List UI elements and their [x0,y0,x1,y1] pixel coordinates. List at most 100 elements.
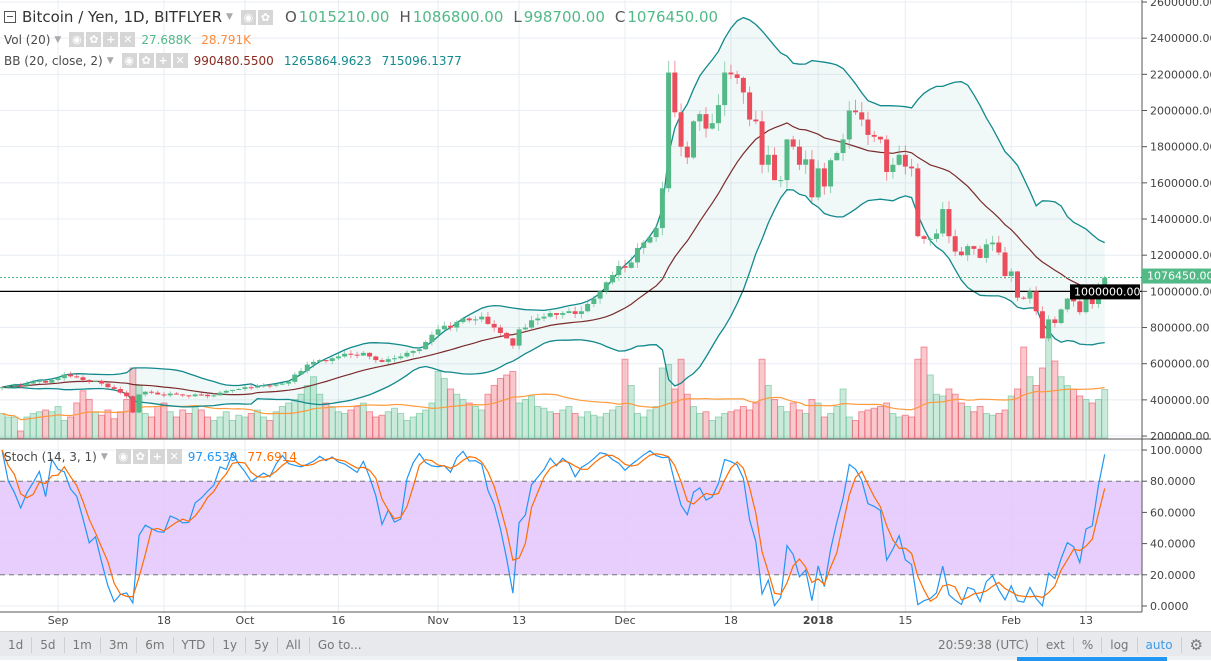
candle-body[interactable] [304,364,310,371]
auto-toggle[interactable]: auto [1138,636,1182,653]
candle-body[interactable] [497,327,503,333]
candle-body[interactable] [130,396,136,413]
candle-body[interactable] [934,233,939,239]
candle-body[interactable] [472,319,478,321]
candle-body[interactable] [105,383,111,388]
candle-body[interactable] [1058,309,1064,324]
candle-body[interactable] [485,316,491,324]
candle-body[interactable] [828,160,834,187]
candle-body[interactable] [416,349,422,352]
range-1m[interactable]: 1m [65,636,101,653]
candle-body[interactable] [242,387,248,390]
candle-body[interactable] [678,112,684,147]
candle-body[interactable] [342,353,348,357]
candle-body[interactable] [728,72,734,75]
candle-body[interactable] [996,242,1002,253]
candle-body[interactable] [391,358,397,360]
candle-body[interactable] [74,376,80,378]
candle-body[interactable] [354,354,360,356]
candle-body[interactable] [254,386,260,388]
candle-body[interactable] [647,237,653,243]
price-axis[interactable] [1141,0,1211,612]
candle-body[interactable] [379,360,385,362]
candle-body[interactable] [1102,277,1108,289]
candle-body[interactable] [261,385,267,387]
candle-body[interactable] [927,238,933,240]
chevron-down-icon[interactable]: ▼ [54,34,62,45]
stochastic-pane[interactable] [0,449,1142,608]
candle-body[interactable] [335,356,341,359]
candle-body[interactable] [684,146,690,158]
candle-body[interactable] [448,325,454,328]
candle-body[interactable] [311,361,316,365]
range-1d[interactable]: 1d [0,636,33,653]
candle-body[interactable] [217,392,223,396]
candle-body[interactable] [1008,271,1014,276]
candle-body[interactable] [68,374,74,377]
candle-body[interactable] [429,334,435,342]
candle-body[interactable] [809,159,815,198]
candle-body[interactable] [279,383,285,385]
candle-body[interactable] [236,389,242,391]
candle-body[interactable] [435,329,441,335]
candle-body[interactable] [597,291,603,299]
candle-body[interactable] [11,385,17,387]
candle-body[interactable] [360,352,366,356]
candle-body[interactable] [510,338,516,346]
candle-body[interactable] [1014,271,1020,298]
candle-body[interactable] [940,209,946,234]
candle-body[interactable] [697,114,703,122]
candle-body[interactable] [709,123,715,129]
candle-body[interactable] [292,374,298,382]
candle-body[interactable] [846,110,852,140]
candle-body[interactable] [591,298,597,305]
volume-label[interactable]: Vol (20) [4,32,51,47]
eye-icon[interactable]: ◉ [69,32,85,47]
candle-body[interactable] [865,119,871,135]
candle-body[interactable] [1021,297,1027,299]
candle-body[interactable] [504,332,510,339]
candle-body[interactable] [871,134,877,137]
range-6m[interactable]: 6m [137,636,174,653]
symbol-title[interactable]: Bitcoin / Yen, 1D, BITFLYER [22,8,223,26]
candle-body[interactable] [634,247,640,263]
candle-body[interactable] [734,74,740,78]
candle-body[interactable] [186,395,192,397]
candle-body[interactable] [803,159,809,165]
candle-body[interactable] [566,311,572,314]
candle-body[interactable] [522,327,528,330]
candle-body[interactable] [653,228,659,238]
candle-body[interactable] [915,168,921,237]
candle-body[interactable] [61,374,67,379]
candle-body[interactable] [167,393,173,396]
eye-icon[interactable]: ◉ [121,53,137,68]
candle-body[interactable] [286,381,292,384]
candle-body[interactable] [703,114,709,129]
candle-body[interactable] [410,351,416,353]
gear-icon[interactable]: ✿ [257,9,273,25]
candle-body[interactable] [529,320,535,328]
collapse-icon[interactable] [4,11,16,23]
candle-body[interactable] [298,370,304,375]
stoch-label[interactable]: Stoch (14, 3, 1) [4,449,97,464]
candle-body[interactable] [161,394,167,396]
candle-body[interactable] [535,318,541,321]
candle-body[interactable] [367,352,373,357]
candle-body[interactable] [136,394,142,413]
candle-body[interactable] [853,110,859,113]
candle-body[interactable] [329,358,335,361]
candle-body[interactable] [616,266,622,276]
candle-body[interactable] [404,352,410,357]
chevron-down-icon[interactable]: ▼ [106,55,114,66]
candle-body[interactable] [977,248,983,258]
candle-body[interactable] [834,153,840,161]
range-1y[interactable]: 1y [214,636,247,653]
range-5d[interactable]: 5d [32,636,65,653]
candle-body[interactable] [36,380,42,382]
candle-body[interactable] [641,242,647,248]
plus-icon[interactable]: + [103,32,119,47]
gear-icon[interactable]: ✿ [132,449,148,464]
candle-body[interactable] [715,105,721,124]
candle-body[interactable] [778,180,784,182]
candle-body[interactable] [722,72,728,106]
